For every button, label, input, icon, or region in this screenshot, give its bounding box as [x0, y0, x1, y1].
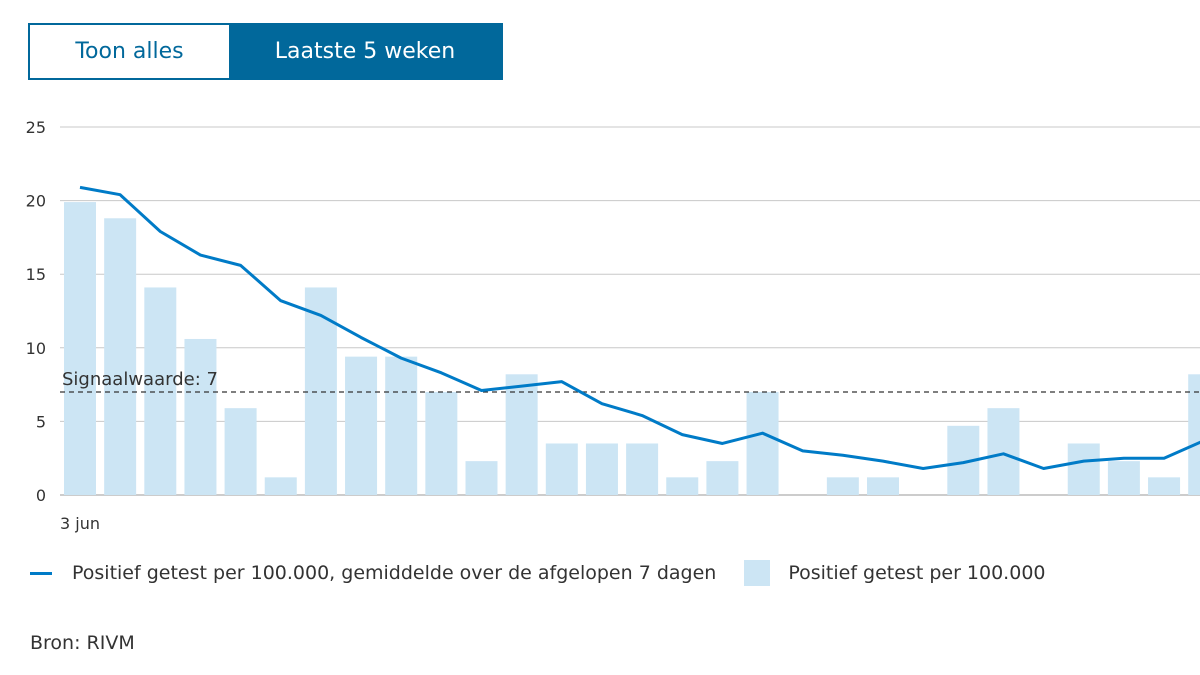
- bar: [585, 443, 618, 495]
- legend-line-label: Positief getest per 100.000, gemiddelde …: [72, 562, 717, 584]
- threshold-label: Signaalwaarde: 7: [62, 369, 218, 390]
- bar: [1188, 374, 1200, 495]
- last-5-weeks-button[interactable]: Laatste 5 weken: [229, 25, 501, 78]
- bar: [987, 408, 1020, 495]
- bar: [1148, 477, 1181, 495]
- bar: [304, 287, 337, 495]
- legend-line-swatch: [30, 571, 52, 575]
- source-note: Bron: RIVM: [30, 632, 135, 654]
- bar: [706, 461, 739, 495]
- legend: Positief getest per 100.000, gemiddelde …: [30, 560, 1046, 586]
- bar: [184, 338, 217, 495]
- bar: [867, 477, 899, 495]
- bar: [104, 218, 137, 495]
- y-tick-label: 5: [36, 412, 46, 431]
- bar: [425, 391, 458, 495]
- y-tick-label: 10: [26, 339, 46, 358]
- bar: [545, 443, 578, 495]
- legend-bar-swatch: [744, 560, 771, 586]
- bar: [746, 391, 779, 495]
- x-tick-label: 3 jun: [60, 514, 100, 533]
- bar: [1107, 461, 1140, 495]
- bar: [64, 202, 96, 495]
- bar: [385, 356, 418, 495]
- bar: [465, 461, 498, 495]
- bar: [144, 287, 177, 495]
- y-tick-label: 20: [26, 192, 46, 211]
- bar: [345, 356, 378, 495]
- chart: 0 5 10 15 20 25 Signaalwaarde: 7 3 jun: [26, 118, 1200, 533]
- bar: [224, 408, 257, 495]
- bar: [666, 477, 699, 495]
- view-toggle: Toon alles Laatste 5 weken: [28, 23, 503, 80]
- bar: [626, 443, 659, 495]
- bar: [1067, 443, 1100, 495]
- bar: [505, 374, 538, 495]
- bar: [826, 477, 859, 495]
- bar: [264, 477, 297, 495]
- y-tick-label: 0: [36, 486, 46, 505]
- y-tick-label: 15: [26, 265, 46, 284]
- legend-bar-label: Positief getest per 100.000: [788, 562, 1046, 584]
- y-tick-label: 25: [26, 118, 46, 137]
- show-all-button[interactable]: Toon alles: [30, 25, 229, 78]
